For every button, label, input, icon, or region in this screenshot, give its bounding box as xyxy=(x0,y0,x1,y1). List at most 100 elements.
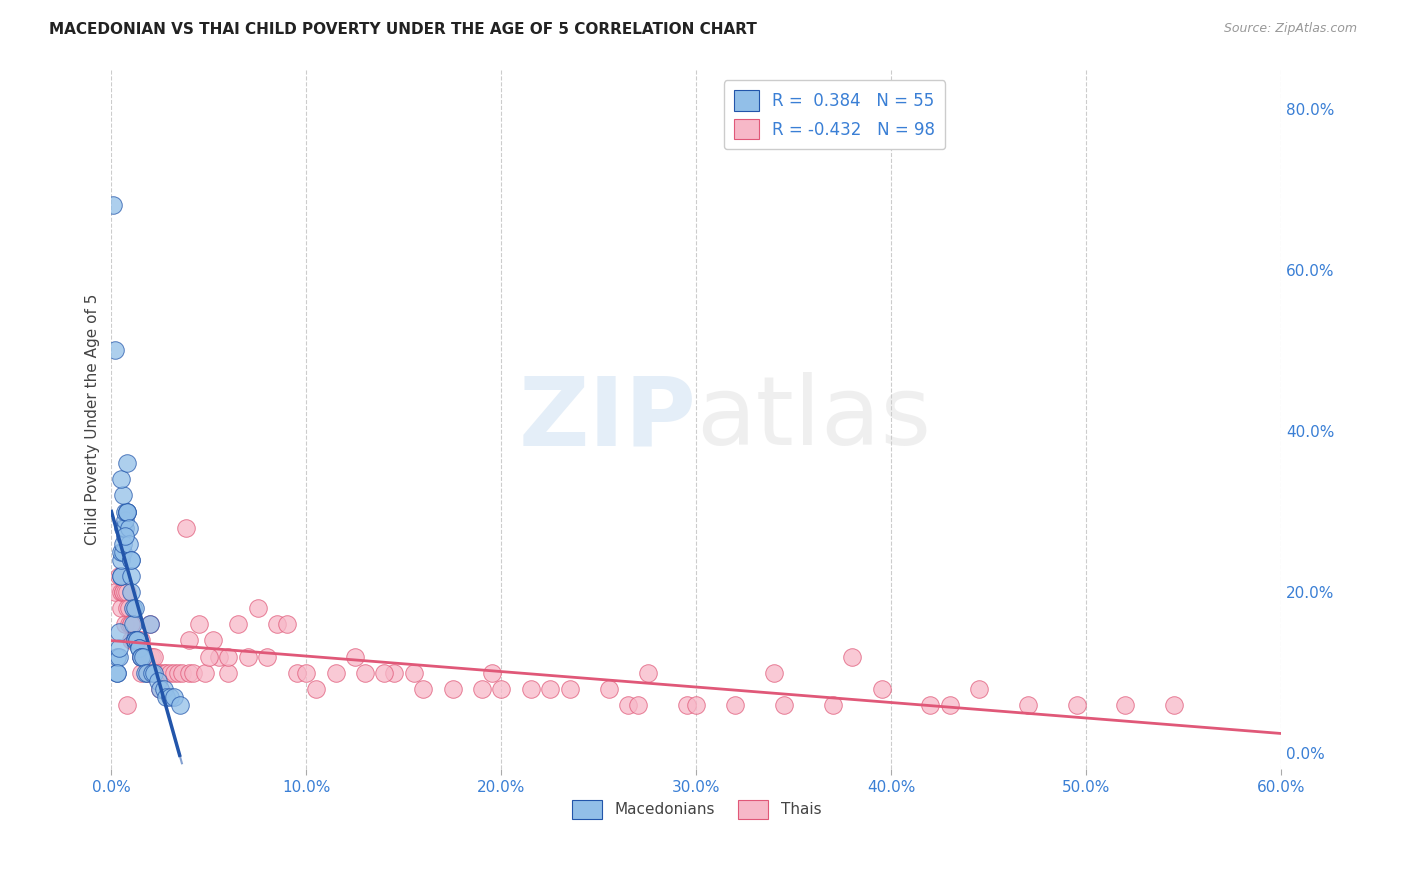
Point xyxy=(118,601,141,615)
Point xyxy=(128,641,150,656)
Point xyxy=(382,665,405,680)
Point xyxy=(174,521,197,535)
Point xyxy=(124,601,146,615)
Point xyxy=(236,649,259,664)
Point xyxy=(170,665,193,680)
Point xyxy=(115,504,138,518)
Point xyxy=(120,585,142,599)
Point xyxy=(519,681,541,696)
Point xyxy=(128,633,150,648)
Point xyxy=(402,665,425,680)
Point xyxy=(821,698,844,712)
Point xyxy=(179,633,201,648)
Point xyxy=(217,649,239,664)
Point xyxy=(120,553,142,567)
Point xyxy=(159,665,181,680)
Point xyxy=(412,681,434,696)
Point xyxy=(354,665,377,680)
Point xyxy=(121,633,143,648)
Point xyxy=(276,617,298,632)
Point xyxy=(675,698,697,712)
Point xyxy=(143,649,166,664)
Point xyxy=(115,504,138,518)
Point xyxy=(153,681,176,696)
Point xyxy=(115,698,138,712)
Point xyxy=(128,641,150,656)
Point xyxy=(179,665,201,680)
Point xyxy=(491,681,513,696)
Point xyxy=(114,617,136,632)
Legend: Macedonians, Thais: Macedonians, Thais xyxy=(565,794,827,825)
Point xyxy=(841,649,863,664)
Point xyxy=(112,545,135,559)
Point xyxy=(125,633,148,648)
Point xyxy=(1114,698,1136,712)
Point xyxy=(166,665,188,680)
Point xyxy=(256,649,278,664)
Point xyxy=(110,472,132,486)
Point xyxy=(226,617,249,632)
Point xyxy=(108,625,131,640)
Point xyxy=(131,649,153,664)
Point xyxy=(129,649,152,664)
Point xyxy=(724,698,747,712)
Point xyxy=(129,665,152,680)
Point xyxy=(118,617,141,632)
Point xyxy=(120,633,142,648)
Point xyxy=(373,665,395,680)
Point xyxy=(108,569,131,583)
Point xyxy=(148,673,170,688)
Point xyxy=(112,585,135,599)
Point xyxy=(1163,698,1185,712)
Point xyxy=(112,521,135,535)
Point xyxy=(115,601,138,615)
Point xyxy=(325,665,347,680)
Point xyxy=(129,649,152,664)
Point xyxy=(188,617,211,632)
Point xyxy=(125,633,148,648)
Point xyxy=(208,649,231,664)
Point xyxy=(870,681,893,696)
Point xyxy=(169,698,191,712)
Point xyxy=(112,585,135,599)
Point xyxy=(120,569,142,583)
Point xyxy=(295,665,318,680)
Point xyxy=(125,633,148,648)
Point xyxy=(135,649,157,664)
Point xyxy=(1017,698,1039,712)
Text: Source: ZipAtlas.com: Source: ZipAtlas.com xyxy=(1223,22,1357,36)
Point xyxy=(124,633,146,648)
Point xyxy=(121,617,143,632)
Point xyxy=(155,665,177,680)
Point xyxy=(163,665,186,680)
Point xyxy=(110,545,132,559)
Point xyxy=(138,665,160,680)
Point xyxy=(103,198,125,212)
Point xyxy=(110,569,132,583)
Point xyxy=(153,665,176,680)
Point xyxy=(145,665,167,680)
Point xyxy=(124,633,146,648)
Point xyxy=(135,665,157,680)
Point xyxy=(627,698,650,712)
Point xyxy=(217,665,239,680)
Point xyxy=(246,601,269,615)
Point xyxy=(441,681,464,696)
Point xyxy=(134,665,156,680)
Point xyxy=(105,665,128,680)
Point xyxy=(135,649,157,664)
Point xyxy=(139,617,162,632)
Point xyxy=(920,698,942,712)
Point xyxy=(163,690,186,704)
Point xyxy=(538,681,561,696)
Point xyxy=(131,649,153,664)
Point xyxy=(773,698,796,712)
Point xyxy=(120,553,142,567)
Point xyxy=(143,665,166,680)
Point xyxy=(121,633,143,648)
Point xyxy=(120,617,142,632)
Y-axis label: Child Poverty Under the Age of 5: Child Poverty Under the Age of 5 xyxy=(86,293,100,545)
Point xyxy=(637,665,659,680)
Point xyxy=(110,585,132,599)
Point xyxy=(763,665,786,680)
